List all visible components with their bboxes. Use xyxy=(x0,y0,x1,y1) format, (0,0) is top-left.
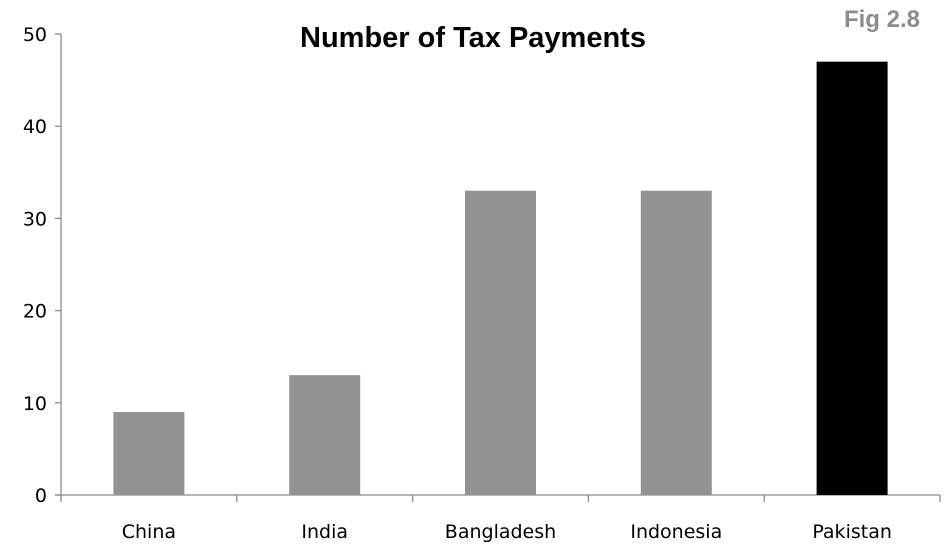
x-tick-label-bangladesh: Bangladesh xyxy=(445,521,556,543)
y-tick-label: 20 xyxy=(23,301,47,323)
chart-title: Number of Tax Payments xyxy=(300,22,646,54)
x-tick-label-china: China xyxy=(122,521,176,543)
figure-label: Fig 2.8 xyxy=(843,6,920,33)
y-tick-label: 30 xyxy=(23,208,47,230)
x-tick-label-indonesia: Indonesia xyxy=(630,521,722,543)
y-tick-label: 0 xyxy=(35,485,47,507)
bar-pakistan xyxy=(816,61,888,495)
bar-bangladesh xyxy=(465,190,536,496)
bar-indonesia xyxy=(640,190,712,496)
y-tick-label: 10 xyxy=(23,393,47,415)
bar-china xyxy=(113,412,185,495)
y-tick-label: 50 xyxy=(23,24,47,46)
x-tick-label-pakistan: Pakistan xyxy=(812,521,892,543)
chart-labels: 0 10 20 30 40 50 China India Bangladesh Indonesia… xyxy=(23,24,892,543)
x-tick-label-india: India xyxy=(301,521,348,543)
y-tick-label: 40 xyxy=(23,116,47,138)
bar-india xyxy=(289,375,361,495)
chart-bars xyxy=(113,61,888,496)
